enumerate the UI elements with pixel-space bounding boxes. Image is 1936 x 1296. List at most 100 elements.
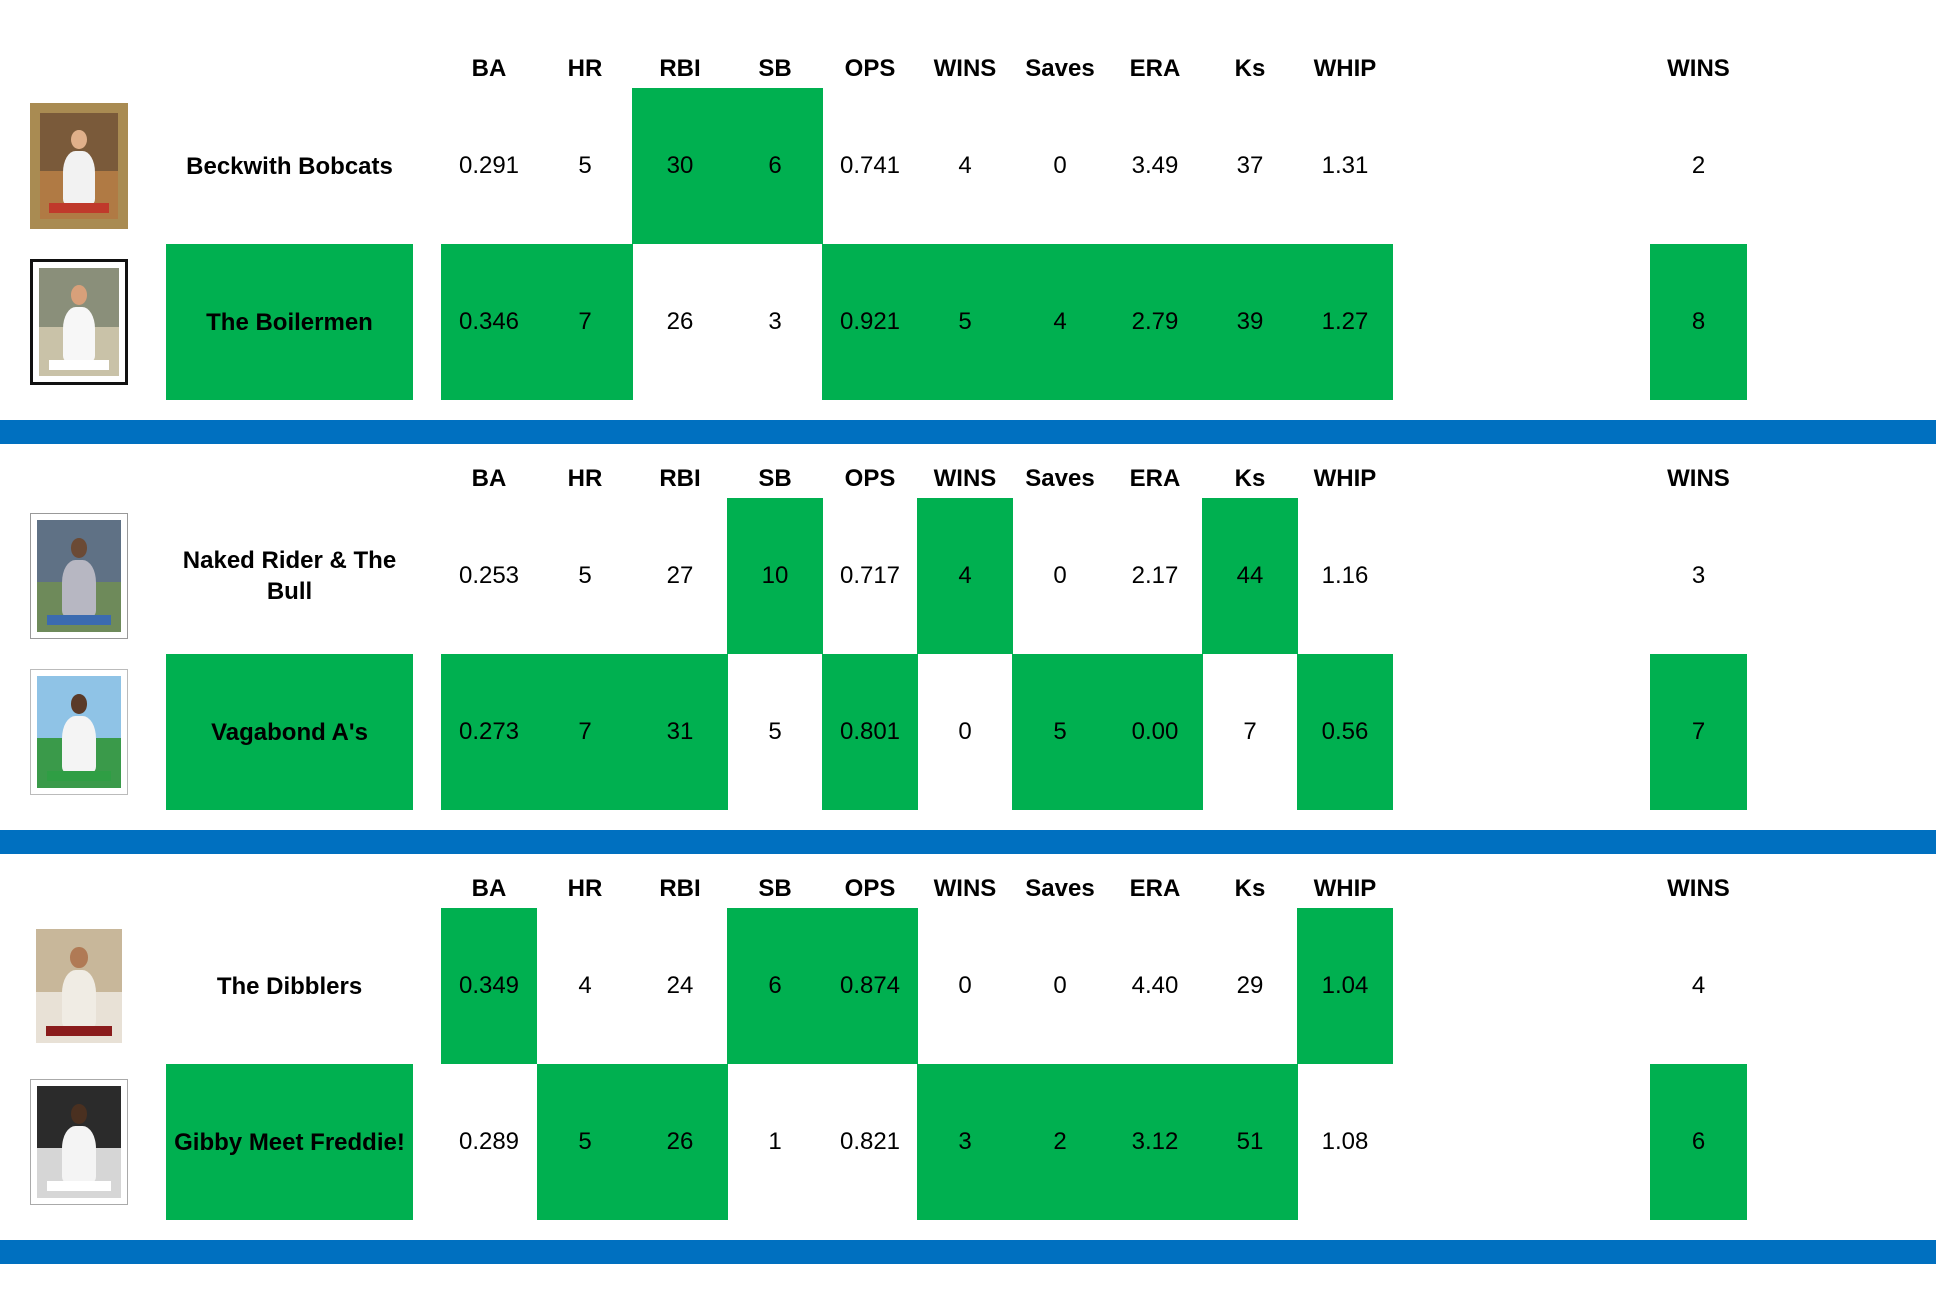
column-header-whip: WHIP xyxy=(1313,465,1377,492)
column-header-sb: SB xyxy=(758,875,792,902)
column-header-wins-total: WINS xyxy=(1667,55,1730,82)
stat-cell-ba: 0.346 xyxy=(441,244,537,400)
column-header-wins-total: WINS xyxy=(1667,465,1730,492)
stat-cell-rbi: 31 xyxy=(632,654,728,810)
team-name: Vagabond A's xyxy=(166,654,413,810)
column-header-wins: WINS xyxy=(933,465,997,492)
stat-cell-hr: 5 xyxy=(578,152,592,179)
stat-cell-ks: 37 xyxy=(1236,152,1264,179)
stat-cell-ops: 0.921 xyxy=(822,244,918,400)
team-name: The Boilermen xyxy=(166,244,413,400)
column-header-ks: Ks xyxy=(1234,465,1266,492)
team-name: Gibby Meet Freddie! xyxy=(166,1064,413,1220)
column-header-wins: WINS xyxy=(933,55,997,82)
stat-cell-ks: 44 xyxy=(1202,498,1298,654)
column-header-saves: Saves xyxy=(1025,55,1095,82)
stat-cell-wins: 0 xyxy=(958,718,972,745)
stat-cell-era: 2.17 xyxy=(1131,562,1179,589)
stat-cell-wins: 4 xyxy=(958,152,972,179)
stat-cell-rbi: 27 xyxy=(666,562,694,589)
stat-cell-hr: 5 xyxy=(537,1064,633,1220)
column-header-whip: WHIP xyxy=(1313,875,1377,902)
stat-cell-ks: 51 xyxy=(1202,1064,1298,1220)
stat-cell-sb: 6 xyxy=(727,88,823,244)
stat-cell-hr: 7 xyxy=(537,244,633,400)
baseball-card-batter-icon xyxy=(30,669,128,795)
stat-cell-wins: 0 xyxy=(958,972,972,999)
column-header-wins-total: WINS xyxy=(1667,875,1730,902)
stat-cell-rbi: 30 xyxy=(632,88,728,244)
baseball-card-portrait-icon xyxy=(30,923,128,1049)
matchup-divider xyxy=(0,420,1936,444)
matchup-block: BA HR RBI SB OPS WINS Saves ERA Ks WHIP WINS Naked … xyxy=(0,410,1936,854)
stat-cell-saves: 2 xyxy=(1012,1064,1108,1220)
stat-cell-ops: 0.874 xyxy=(822,908,918,1064)
stat-cell-era: 3.49 xyxy=(1131,152,1179,179)
stat-cell-era: 0.00 xyxy=(1107,654,1203,810)
stat-cell-whip: 1.31 xyxy=(1321,152,1369,179)
stat-cell-ks: 7 xyxy=(1243,718,1257,745)
stat-cell-ops: 0.717 xyxy=(839,562,901,589)
category-wins-total: 4 xyxy=(1691,972,1706,999)
column-header-ks: Ks xyxy=(1234,55,1266,82)
team-name: Naked Rider & The Bull xyxy=(182,547,397,605)
stat-cell-saves: 0 xyxy=(1053,152,1067,179)
column-header-wins: WINS xyxy=(933,875,997,902)
stat-cell-whip: 1.16 xyxy=(1321,562,1369,589)
stat-cell-era: 4.40 xyxy=(1131,972,1179,999)
column-header-whip: WHIP xyxy=(1313,55,1377,82)
baseball-card-batter-icon xyxy=(30,1079,128,1205)
column-header-ops: OPS xyxy=(844,55,896,82)
stat-cell-saves: 0 xyxy=(1053,972,1067,999)
category-wins-total: 8 xyxy=(1650,244,1747,400)
stat-cell-sb: 10 xyxy=(727,498,823,654)
stat-cell-wins: 4 xyxy=(917,498,1013,654)
matchup-divider xyxy=(0,1240,1936,1264)
column-header-sb: SB xyxy=(758,465,792,492)
stat-cell-era: 2.79 xyxy=(1107,244,1203,400)
stat-cell-sb: 1 xyxy=(768,1128,782,1155)
column-header-rbi: RBI xyxy=(659,55,701,82)
team-name: The Dibblers xyxy=(216,972,363,1000)
column-header-hr: HR xyxy=(567,55,603,82)
column-header-era: ERA xyxy=(1129,465,1181,492)
matchup-divider xyxy=(0,830,1936,854)
baseball-card-batter-icon xyxy=(30,513,128,639)
column-header-saves: Saves xyxy=(1025,875,1095,902)
stat-cell-whip: 1.04 xyxy=(1297,908,1393,1064)
category-wins-total: 2 xyxy=(1691,152,1706,179)
category-wins-total: 3 xyxy=(1691,562,1706,589)
stat-cell-rbi: 26 xyxy=(666,308,694,335)
column-header-rbi: RBI xyxy=(659,875,701,902)
column-header-hr: HR xyxy=(567,875,603,902)
stat-cell-ba: 0.273 xyxy=(441,654,537,810)
column-header-era: ERA xyxy=(1129,55,1181,82)
stat-cell-ba: 0.349 xyxy=(441,908,537,1064)
matchup-block: BA HR RBI SB OPS WINS Saves ERA Ks WHIP WINS Beckwi… xyxy=(0,0,1936,444)
column-header-hr: HR xyxy=(567,465,603,492)
baseball-card-batter-icon xyxy=(30,259,128,385)
stat-cell-ops: 0.801 xyxy=(822,654,918,810)
stat-cell-hr: 4 xyxy=(578,972,592,999)
column-header-rbi: RBI xyxy=(659,465,701,492)
stat-cell-ba: 0.291 xyxy=(458,152,520,179)
column-header-saves: Saves xyxy=(1025,465,1095,492)
column-header-sb: SB xyxy=(758,55,792,82)
stat-cell-sb: 5 xyxy=(768,718,782,745)
stat-cell-rbi: 24 xyxy=(666,972,694,999)
column-header-ba: BA xyxy=(471,465,507,492)
stat-cell-saves: 4 xyxy=(1012,244,1108,400)
stat-cell-era: 3.12 xyxy=(1107,1064,1203,1220)
stat-cell-whip: 0.56 xyxy=(1297,654,1393,810)
column-header-ks: Ks xyxy=(1234,875,1266,902)
stat-cell-ops: 0.821 xyxy=(839,1128,901,1155)
column-header-ops: OPS xyxy=(844,875,896,902)
stat-cell-saves: 0 xyxy=(1053,562,1067,589)
category-wins-total: 6 xyxy=(1650,1064,1747,1220)
stat-cell-ops: 0.741 xyxy=(839,152,901,179)
category-wins-total: 7 xyxy=(1650,654,1747,810)
stat-cell-ba: 0.289 xyxy=(458,1128,520,1155)
stat-cell-ba: 0.253 xyxy=(458,562,520,589)
column-header-ba: BA xyxy=(471,875,507,902)
team-name: Beckwith Bobcats xyxy=(186,152,393,180)
